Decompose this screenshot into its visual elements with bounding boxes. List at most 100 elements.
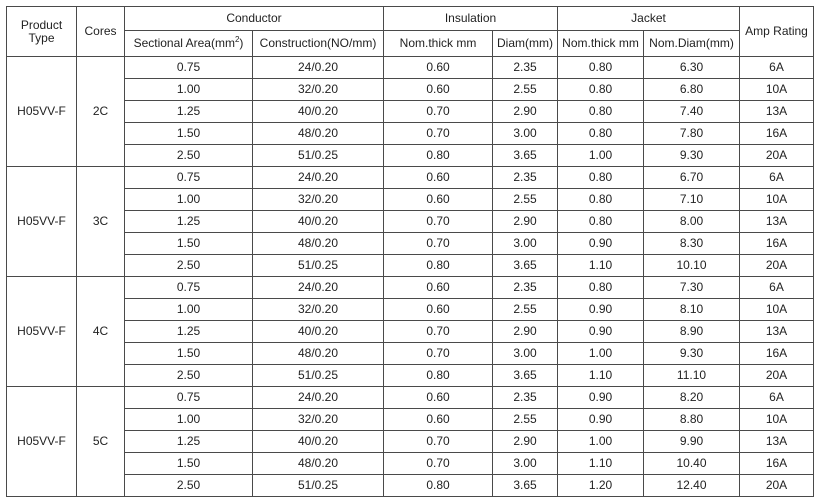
table-row: 1.25 40/0.20 0.70 2.90 1.00 9.90 13A [7, 430, 814, 453]
amp-rating-cell: 6A [739, 276, 814, 299]
amp-rating-cell: 10A [739, 298, 814, 321]
insulation-thickness-cell: 0.60 [383, 166, 493, 189]
jacket-thickness-cell: 1.00 [557, 430, 644, 453]
sectional-area-exponent: 2 [234, 35, 240, 44]
construction-cell: 48/0.20 [252, 232, 384, 255]
insulation-thickness-cell: 0.70 [383, 430, 493, 453]
construction-cell: 32/0.20 [252, 78, 384, 101]
header-insulation: Insulation [383, 6, 558, 31]
sectional-area-cell: 0.75 [124, 166, 253, 189]
insulation-thickness-cell: 0.60 [383, 78, 493, 101]
amp-rating-cell: 13A [739, 320, 814, 343]
jacket-thickness-cell: 0.80 [557, 210, 644, 233]
insulation-diameter-cell: 3.00 [492, 232, 558, 255]
insulation-diameter-cell: 2.55 [492, 188, 558, 211]
construction-cell: 51/0.25 [252, 364, 384, 387]
header-amp-rating: Amp Rating [739, 6, 814, 57]
cable-spec-table: Product Type Cores Conductor Insulation … [6, 6, 814, 497]
table-row: H05VV-F 2C 0.75 24/0.20 0.60 2.35 0.80 6.30 6A [6, 56, 814, 167]
construction-cell: 32/0.20 [252, 298, 384, 321]
insulation-diameter-cell: 2.55 [492, 408, 558, 431]
insulation-diameter-cell: 3.00 [492, 342, 558, 365]
construction-cell: 40/0.20 [252, 100, 384, 123]
insulation-thickness-cell: 0.80 [383, 144, 493, 167]
header-jacket: Jacket [557, 6, 740, 31]
jacket-thickness-cell: 1.10 [557, 364, 644, 387]
insulation-diameter-cell: 2.35 [492, 56, 558, 79]
table-row: 1.25 40/0.20 0.70 2.90 0.80 8.00 13A [7, 210, 814, 233]
amp-rating-cell: 10A [739, 408, 814, 431]
sectional-area-cell: 2.50 [124, 474, 253, 497]
insulation-diameter-cell: 3.65 [492, 364, 558, 387]
insulation-thickness-cell: 0.70 [383, 100, 493, 123]
jacket-thickness-cell: 0.90 [557, 408, 644, 431]
sectional-area-cell: 1.00 [124, 78, 253, 101]
construction-cell: 48/0.20 [252, 122, 384, 145]
product-type-cell: H05VV-F [6, 276, 77, 387]
table-row: 1.50 48/0.20 0.70 3.00 1.00 9.30 16A [7, 342, 814, 365]
table-row: 1.50 48/0.20 0.70 3.00 0.90 8.30 16A [7, 232, 814, 255]
insulation-thickness-cell: 0.60 [383, 386, 493, 409]
sectional-area-cell: 1.25 [124, 430, 253, 453]
construction-cell: 32/0.20 [252, 408, 384, 431]
jacket-diameter-cell: 9.90 [643, 430, 740, 453]
jacket-thickness-cell: 0.80 [557, 188, 644, 211]
jacket-thickness-cell: 0.80 [557, 56, 644, 79]
sectional-area-cell: 0.75 [124, 276, 253, 299]
table-body: H05VV-F 2C 0.75 24/0.20 0.60 2.35 0.80 6.30 6A 1.… [6, 56, 814, 497]
cores-cell: 2C [76, 56, 125, 167]
insulation-diameter-cell: 3.65 [492, 144, 558, 167]
amp-rating-cell: 6A [739, 166, 814, 189]
sectional-area-cell: 1.00 [124, 298, 253, 321]
table-row: 2.50 51/0.25 0.80 3.65 1.10 10.10 20A [7, 254, 814, 277]
table-row: 1.25 40/0.20 0.70 2.90 0.80 7.40 13A [7, 100, 814, 123]
table-row: 1.00 32/0.20 0.60 2.55 0.90 8.80 10A [7, 408, 814, 431]
header-jacket-thickness: Nom.thick mm [557, 30, 644, 57]
amp-rating-cell: 10A [739, 188, 814, 211]
jacket-diameter-cell: 6.80 [643, 78, 740, 101]
jacket-diameter-cell: 8.80 [643, 408, 740, 431]
insulation-thickness-cell: 0.70 [383, 232, 493, 255]
jacket-thickness-cell: 0.80 [557, 78, 644, 101]
jacket-diameter-cell: 6.30 [643, 56, 740, 79]
header-row-sub: Sectional Area(mm2) Construction(NO/mm) … [7, 30, 814, 57]
insulation-diameter-cell: 2.90 [492, 100, 558, 123]
amp-rating-cell: 16A [739, 232, 814, 255]
insulation-diameter-cell: 2.90 [492, 210, 558, 233]
jacket-thickness-cell: 1.10 [557, 254, 644, 277]
jacket-diameter-cell: 8.20 [643, 386, 740, 409]
construction-cell: 51/0.25 [252, 474, 384, 497]
cores-cell: 4C [76, 276, 125, 387]
jacket-diameter-cell: 8.90 [643, 320, 740, 343]
construction-cell: 24/0.20 [252, 56, 384, 79]
amp-rating-cell: 16A [739, 452, 814, 475]
jacket-diameter-cell: 7.40 [643, 100, 740, 123]
table-row: 2.50 51/0.25 0.80 3.65 1.20 12.40 20A [7, 474, 814, 497]
sectional-area-label: Sectional Area(mm [133, 36, 235, 50]
insulation-diameter-cell: 2.55 [492, 298, 558, 321]
header-sectional-area: Sectional Area(mm2) [124, 30, 253, 57]
amp-rating-cell: 13A [739, 430, 814, 453]
jacket-diameter-cell: 10.40 [643, 452, 740, 475]
construction-cell: 24/0.20 [252, 276, 384, 299]
insulation-thickness-cell: 0.70 [383, 210, 493, 233]
jacket-diameter-cell: 10.10 [643, 254, 740, 277]
construction-cell: 40/0.20 [252, 210, 384, 233]
jacket-diameter-cell: 11.10 [643, 364, 740, 387]
cores-cell: 5C [76, 386, 125, 497]
table-row: 1.50 48/0.20 0.70 3.00 1.10 10.40 16A [7, 452, 814, 475]
header-insulation-thickness: Nom.thick mm [383, 30, 493, 57]
sectional-area-cell: 1.50 [124, 122, 253, 145]
table-row: 1.00 32/0.20 0.60 2.55 0.80 7.10 10A [7, 188, 814, 211]
sectional-area-cell: 1.25 [124, 210, 253, 233]
jacket-diameter-cell: 8.30 [643, 232, 740, 255]
jacket-diameter-cell: 9.30 [643, 144, 740, 167]
jacket-thickness-cell: 0.80 [557, 276, 644, 299]
table-row: 2.50 51/0.25 0.80 3.65 1.00 9.30 20A [7, 144, 814, 167]
insulation-diameter-cell: 2.35 [492, 276, 558, 299]
jacket-diameter-cell: 8.00 [643, 210, 740, 233]
insulation-thickness-cell: 0.70 [383, 122, 493, 145]
construction-cell: 48/0.20 [252, 342, 384, 365]
construction-cell: 48/0.20 [252, 452, 384, 475]
jacket-diameter-cell: 8.10 [643, 298, 740, 321]
